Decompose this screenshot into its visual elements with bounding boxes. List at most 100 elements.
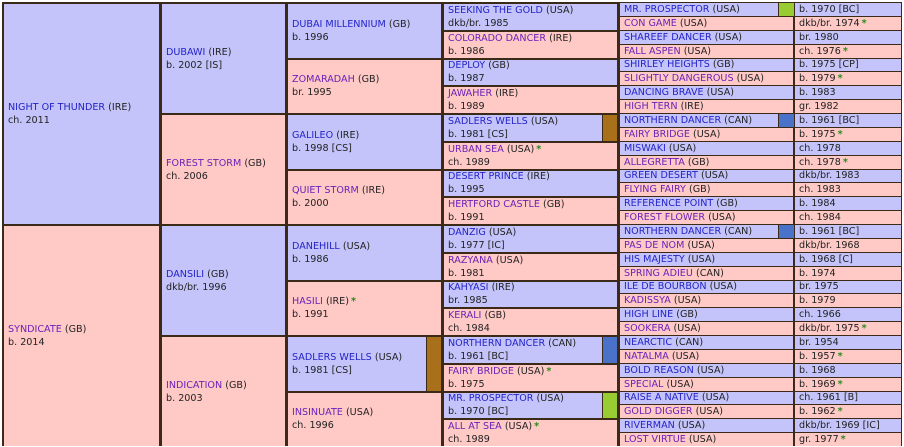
horse-name-link[interactable]: RIVERMAN: [624, 420, 675, 432]
horse-name-link[interactable]: ZOMARADAH: [292, 74, 355, 86]
horse-name-link[interactable]: PAS DE NOM: [624, 239, 685, 251]
horse-name-link[interactable]: DESERT PRINCE: [448, 171, 524, 183]
pedigree-cell-sire: GALILEO (IRE) b. 1998 [CS]: [288, 115, 441, 169]
horse-name-link[interactable]: DANCING BRAVE: [624, 87, 704, 99]
horse-line: MR. PROSPECTOR (USA): [448, 393, 598, 406]
horse-name-link[interactable]: SPRING ADIEU: [624, 267, 693, 279]
star-icon: *: [837, 73, 843, 85]
horse-info: b. 1984: [799, 197, 897, 210]
horse-country: (USA): [673, 323, 701, 335]
horse-name-link[interactable]: INDICATION: [166, 379, 223, 391]
horse-name-link[interactable]: SOOKERA: [624, 323, 671, 335]
horse-info: ch. 1978 *: [799, 156, 897, 169]
horse-name-link[interactable]: SYNDICATE: [8, 324, 62, 335]
horse-name-link[interactable]: HERTFORD CASTLE: [448, 199, 540, 211]
horse-name-link[interactable]: RAZYANA: [448, 254, 493, 266]
horse-name-link[interactable]: NATALMA: [624, 350, 669, 362]
horse-info-cell: dkb/br. 1968: [795, 238, 901, 252]
horse-name-link[interactable]: CON GAME: [624, 17, 677, 29]
horse-info-cell: ch. 1978: [795, 141, 901, 155]
horse-name-link[interactable]: KERALI: [448, 310, 482, 322]
horse-name-link[interactable]: MISWAKI: [624, 142, 666, 154]
horse-name-link[interactable]: BOLD REASON: [624, 364, 694, 376]
horse-info: ch. 2006: [166, 170, 208, 182]
horse-info-cell: ch. 1984: [795, 211, 901, 224]
pedigree-cell-dam: PAS DE NOM (USA): [620, 238, 793, 252]
horse-info-cell: br. 1975: [795, 280, 901, 294]
horse-name-link[interactable]: ALLEGRETTA: [624, 156, 685, 168]
horse-name-link[interactable]: JAWAHER: [448, 88, 493, 100]
horse-name-link[interactable]: DEPLOY: [448, 60, 486, 72]
horse-name-link[interactable]: MR. PROSPECTOR: [448, 393, 534, 405]
horse-name-link[interactable]: FLYING FAIRY: [624, 184, 686, 196]
horse-name-link[interactable]: GOLD DIGGER: [624, 406, 693, 418]
horse-name-link[interactable]: ALL AT SEA: [448, 421, 502, 433]
horse-info-text: br. 1954: [799, 336, 839, 348]
horse-name-link[interactable]: NORTHERN DANCER: [448, 337, 546, 349]
horse-name-link[interactable]: HIS MAJESTY: [624, 253, 685, 265]
star-icon: *: [534, 421, 540, 433]
horse-info-text: gr. 1977: [799, 434, 839, 446]
horse-line: DESERT PRINCE (IRE): [448, 171, 613, 184]
pedigree-cell-dam: LOST VIRTUE (USA): [620, 433, 793, 446]
horse-name-link[interactable]: FOREST FLOWER: [624, 212, 706, 224]
pedigree-cell-dam: HASILI (IRE) * b. 1991: [288, 281, 441, 335]
horse-name-link[interactable]: DANEHILL: [292, 240, 340, 252]
horse-name-link[interactable]: NIGHT OF THUNDER: [8, 102, 106, 113]
horse-name-link[interactable]: QUIET STORM: [292, 185, 359, 197]
horse-name-link[interactable]: NEARCTIC: [624, 336, 673, 348]
horse-line: ZOMARADAH (GB): [292, 73, 437, 86]
horse-name-link[interactable]: FALL ASPEN: [624, 45, 681, 57]
horse-line: ALL AT SEA (USA) *: [448, 420, 613, 433]
horse-name-link[interactable]: NORTHERN DANCER: [624, 225, 722, 237]
horse-name-link[interactable]: REFERENCE POINT: [624, 198, 714, 210]
horse-name-link[interactable]: NORTHERN DANCER: [624, 114, 722, 126]
horse-name-link[interactable]: COLORADO DANCER: [448, 32, 547, 44]
pedigree-cell-dam: KADISSYA (USA): [620, 294, 793, 308]
horse-info-cell: br. 1954: [795, 336, 901, 349]
horse-name-link[interactable]: DANZIG: [448, 226, 486, 238]
horse-info-text: b. 1984: [799, 198, 836, 210]
horse-name-link[interactable]: HASILI: [292, 296, 323, 308]
horse-line: NORTHERN DANCER (CAN): [448, 337, 598, 350]
horse-name-link[interactable]: HIGH TERN: [624, 101, 678, 113]
horse-name-link[interactable]: FAIRY BRIDGE: [624, 128, 690, 140]
horse-name-link[interactable]: INSINUATE: [292, 407, 343, 419]
horse-info-text: ch. 1976: [799, 45, 841, 57]
horse-name-link[interactable]: ILE DE BOURBON: [624, 281, 707, 293]
horse-name-link[interactable]: SADLERS WELLS: [448, 115, 528, 127]
horse-country: (GB): [207, 268, 229, 280]
color-marker-icon: [779, 225, 794, 238]
horse-country: (USA): [673, 295, 702, 307]
horse-name-link[interactable]: RAISE A NATIVE: [624, 392, 699, 404]
horse-name-link[interactable]: DUBAWI: [166, 46, 206, 58]
horse-info-cell: gr. 1977 *: [795, 433, 901, 446]
horse-info: b. 1961 [BC]: [799, 114, 897, 127]
horse-name-link[interactable]: SPECIAL: [624, 378, 664, 390]
horse-name-link[interactable]: LOST VIRTUE: [624, 434, 686, 446]
horse-name-link[interactable]: DANSILI: [166, 268, 205, 280]
horse-info: b. 1979: [799, 294, 897, 307]
horse-line: CON GAME (USA): [624, 17, 789, 30]
horse-name-link[interactable]: GALILEO: [292, 129, 334, 141]
horse-line: HERTFORD CASTLE (GB): [448, 198, 613, 211]
horse-country: (USA): [504, 421, 533, 433]
horse-info: br. 1985: [448, 295, 488, 307]
horse-name-link[interactable]: GREEN DESERT: [624, 170, 698, 182]
horse-name-link[interactable]: MR. PROSPECTOR: [624, 3, 710, 15]
horse-info-text: gr. 1982: [799, 101, 839, 113]
horse-name-link[interactable]: KAHYASI: [448, 282, 489, 294]
horse-name-link[interactable]: HIGH LINE: [624, 309, 674, 321]
horse-country: (GB): [225, 379, 247, 391]
horse-name-link[interactable]: DUBAI MILLENNIUM: [292, 18, 386, 30]
horse-name-link[interactable]: SADLERS WELLS: [292, 351, 372, 363]
horse-name-link[interactable]: KADISSYA: [624, 295, 671, 307]
horse-name-link[interactable]: SHIRLEY HEIGHTS: [624, 59, 710, 71]
horse-name-link[interactable]: FOREST STORM: [166, 157, 242, 169]
horse-name-link[interactable]: SHAREEF DANCER: [624, 31, 712, 43]
horse-name-link[interactable]: FAIRY BRIDGE: [448, 365, 514, 377]
horse-name-link[interactable]: SLIGHTLY DANGEROUS: [624, 73, 734, 85]
horse-name-link[interactable]: URBAN SEA: [448, 143, 504, 155]
horse-name-link[interactable]: SEEKING THE GOLD: [448, 4, 543, 16]
